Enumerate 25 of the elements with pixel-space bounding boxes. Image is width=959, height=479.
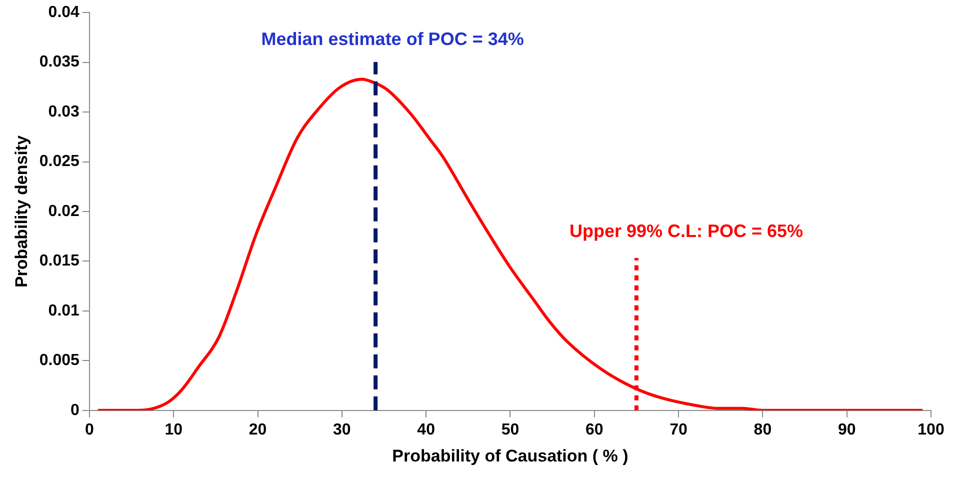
x-axis-title: Probability of Causation ( % ) [392,446,628,466]
y-tick-label: 0.04 [48,4,80,22]
y-tick-label: 0.015 [39,252,80,270]
x-tick-label: 0 [84,421,94,438]
x-tick-label: 40 [417,421,436,438]
x-tick-label: 100 [918,421,944,438]
y-tick-label: 0.02 [48,202,80,220]
line-series [96,78,924,410]
x-tick-label: 80 [754,421,772,438]
y-tick-label: 0.035 [39,54,80,71]
x-tick-label: 70 [670,421,688,438]
x-tick-label: 60 [585,421,604,438]
ref-line-label: Median estimate of POC = 34% [261,28,524,49]
x-tick-label: 10 [164,421,183,438]
x-tick-label: 30 [333,421,351,438]
x-tick-label: 90 [838,421,856,438]
y-tick-label: 0.01 [48,302,80,320]
y-axis-title: Probability density [12,134,31,288]
ref-line-label: Upper 99% C.L: POC = 65% [569,220,804,241]
y-tick-label: 0.025 [39,153,80,170]
x-tick-label: 20 [248,421,267,438]
y-tick-label: 0.03 [48,103,80,120]
y-tick-label: 0 [70,402,80,419]
y-tick-label: 0.005 [39,352,80,370]
x-tick-label: 50 [501,421,520,438]
